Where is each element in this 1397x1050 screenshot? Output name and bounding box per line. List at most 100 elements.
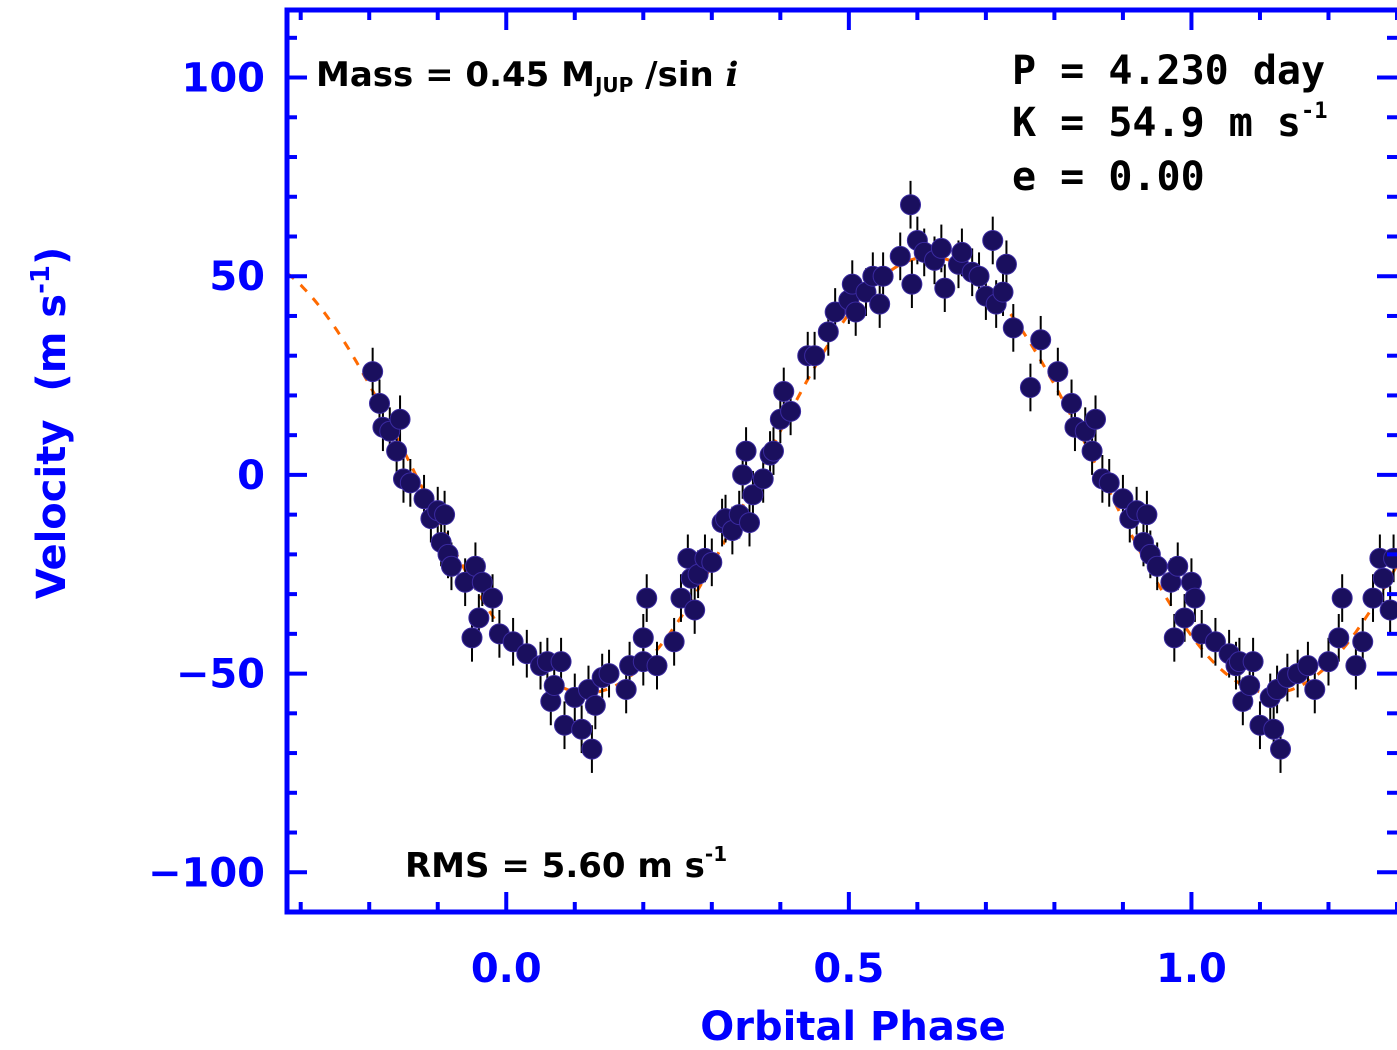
data-point	[900, 194, 922, 216]
data-point	[1047, 361, 1069, 383]
rms-text: RMS = 5.60 m s	[405, 846, 705, 886]
y-axis-unit-exp: -1	[26, 265, 56, 294]
mass-subscript: JUP	[593, 73, 633, 97]
data-point	[1297, 655, 1319, 677]
data-point	[670, 587, 692, 609]
k-annotation: K = 54.9 m s-1	[1012, 99, 1327, 146]
y-tick-label: −50	[176, 652, 265, 698]
rms-annotation: RMS = 5.60 m s-1	[405, 842, 727, 886]
data-point	[554, 714, 575, 736]
data-point	[1167, 555, 1189, 577]
ecc-annotation: e = 0.00	[1012, 154, 1205, 200]
data-point	[701, 551, 723, 573]
fit-curve-layer	[286, 255, 1397, 695]
data-point	[992, 281, 1014, 303]
data-point	[636, 587, 658, 609]
data-point	[663, 631, 685, 653]
data-point	[951, 241, 973, 263]
data-point	[543, 675, 565, 697]
data-point	[739, 512, 760, 534]
data-point	[1362, 587, 1384, 609]
data-point	[1379, 599, 1397, 621]
data-point	[1146, 555, 1168, 577]
data-point	[1163, 627, 1185, 649]
data-point	[773, 380, 795, 402]
data-point	[584, 694, 606, 716]
data-point	[1061, 392, 1083, 414]
fit-curve	[286, 255, 1397, 695]
y-axis-title: Velocity (m s-1)	[26, 247, 75, 600]
data-point	[1002, 317, 1024, 339]
tick-labels: 100 50 0 −50 −100 0.0 0.5 1.0	[148, 56, 1227, 992]
k-exponent: -1	[1301, 99, 1328, 124]
data-point	[399, 472, 421, 494]
data-point	[1317, 651, 1339, 673]
rms-exponent: -1	[705, 842, 727, 866]
data-point	[598, 663, 620, 685]
data-point	[968, 265, 990, 287]
data-point	[632, 627, 654, 649]
data-point	[1263, 718, 1285, 740]
data-point	[1019, 376, 1041, 398]
data-point	[872, 265, 894, 287]
data-point	[901, 273, 923, 295]
data-point	[516, 643, 538, 665]
data-point	[646, 655, 668, 677]
data-point	[1345, 655, 1367, 677]
mass-text: Mass = 0.45 M	[316, 55, 595, 95]
data-point	[1112, 488, 1134, 510]
data-point	[502, 631, 524, 653]
mass-suffix: /sin	[633, 55, 725, 95]
data-point	[752, 468, 774, 490]
data-point	[934, 277, 956, 299]
data-point	[817, 321, 839, 343]
data-point	[982, 229, 1004, 251]
data-point	[468, 607, 490, 629]
data-point	[434, 504, 456, 526]
data-point	[762, 440, 784, 462]
y-axis-unit: (m s	[29, 294, 75, 392]
data-point	[995, 253, 1017, 275]
data-point	[1204, 631, 1226, 653]
data-point	[461, 627, 483, 649]
data-point	[732, 464, 754, 486]
data-point	[1331, 587, 1353, 609]
data-point	[845, 301, 867, 323]
data-point	[742, 484, 764, 506]
data-point	[889, 245, 911, 267]
y-tick-label: 0	[237, 453, 265, 499]
data-point	[735, 440, 757, 462]
data-point	[571, 718, 593, 740]
x-tick-label: 0.0	[471, 946, 542, 992]
data-point	[1328, 627, 1350, 649]
data-point	[1304, 678, 1326, 700]
y-tick-label: 100	[182, 56, 266, 102]
data-point	[1242, 651, 1264, 673]
data-point	[1081, 440, 1103, 462]
data-point	[684, 599, 706, 621]
y-tick-label: 50	[209, 254, 265, 300]
data-point	[1085, 408, 1107, 430]
data-point	[1184, 587, 1206, 609]
data-point	[389, 408, 411, 430]
data-point	[615, 678, 637, 700]
data-point	[1136, 504, 1158, 526]
y-axis-unit-close: )	[29, 247, 75, 265]
data-point	[1098, 472, 1120, 494]
data-point	[780, 400, 802, 422]
y-axis-title-text: Velocity	[29, 420, 75, 600]
data-point	[550, 651, 572, 673]
data-point	[824, 301, 846, 323]
mass-annotation: Mass = 0.45 MJUP /sin i	[316, 55, 738, 97]
data-point	[804, 345, 826, 367]
data-point-layer	[362, 194, 1397, 760]
data-point	[386, 440, 408, 462]
mass-italic-i: i	[726, 55, 739, 95]
k-text: K = 54.9 m s	[1012, 100, 1301, 146]
data-point	[471, 571, 493, 593]
x-tick-label: 1.0	[1156, 946, 1227, 992]
data-point	[1174, 607, 1196, 629]
data-point	[1372, 567, 1394, 589]
data-point	[1270, 738, 1292, 760]
